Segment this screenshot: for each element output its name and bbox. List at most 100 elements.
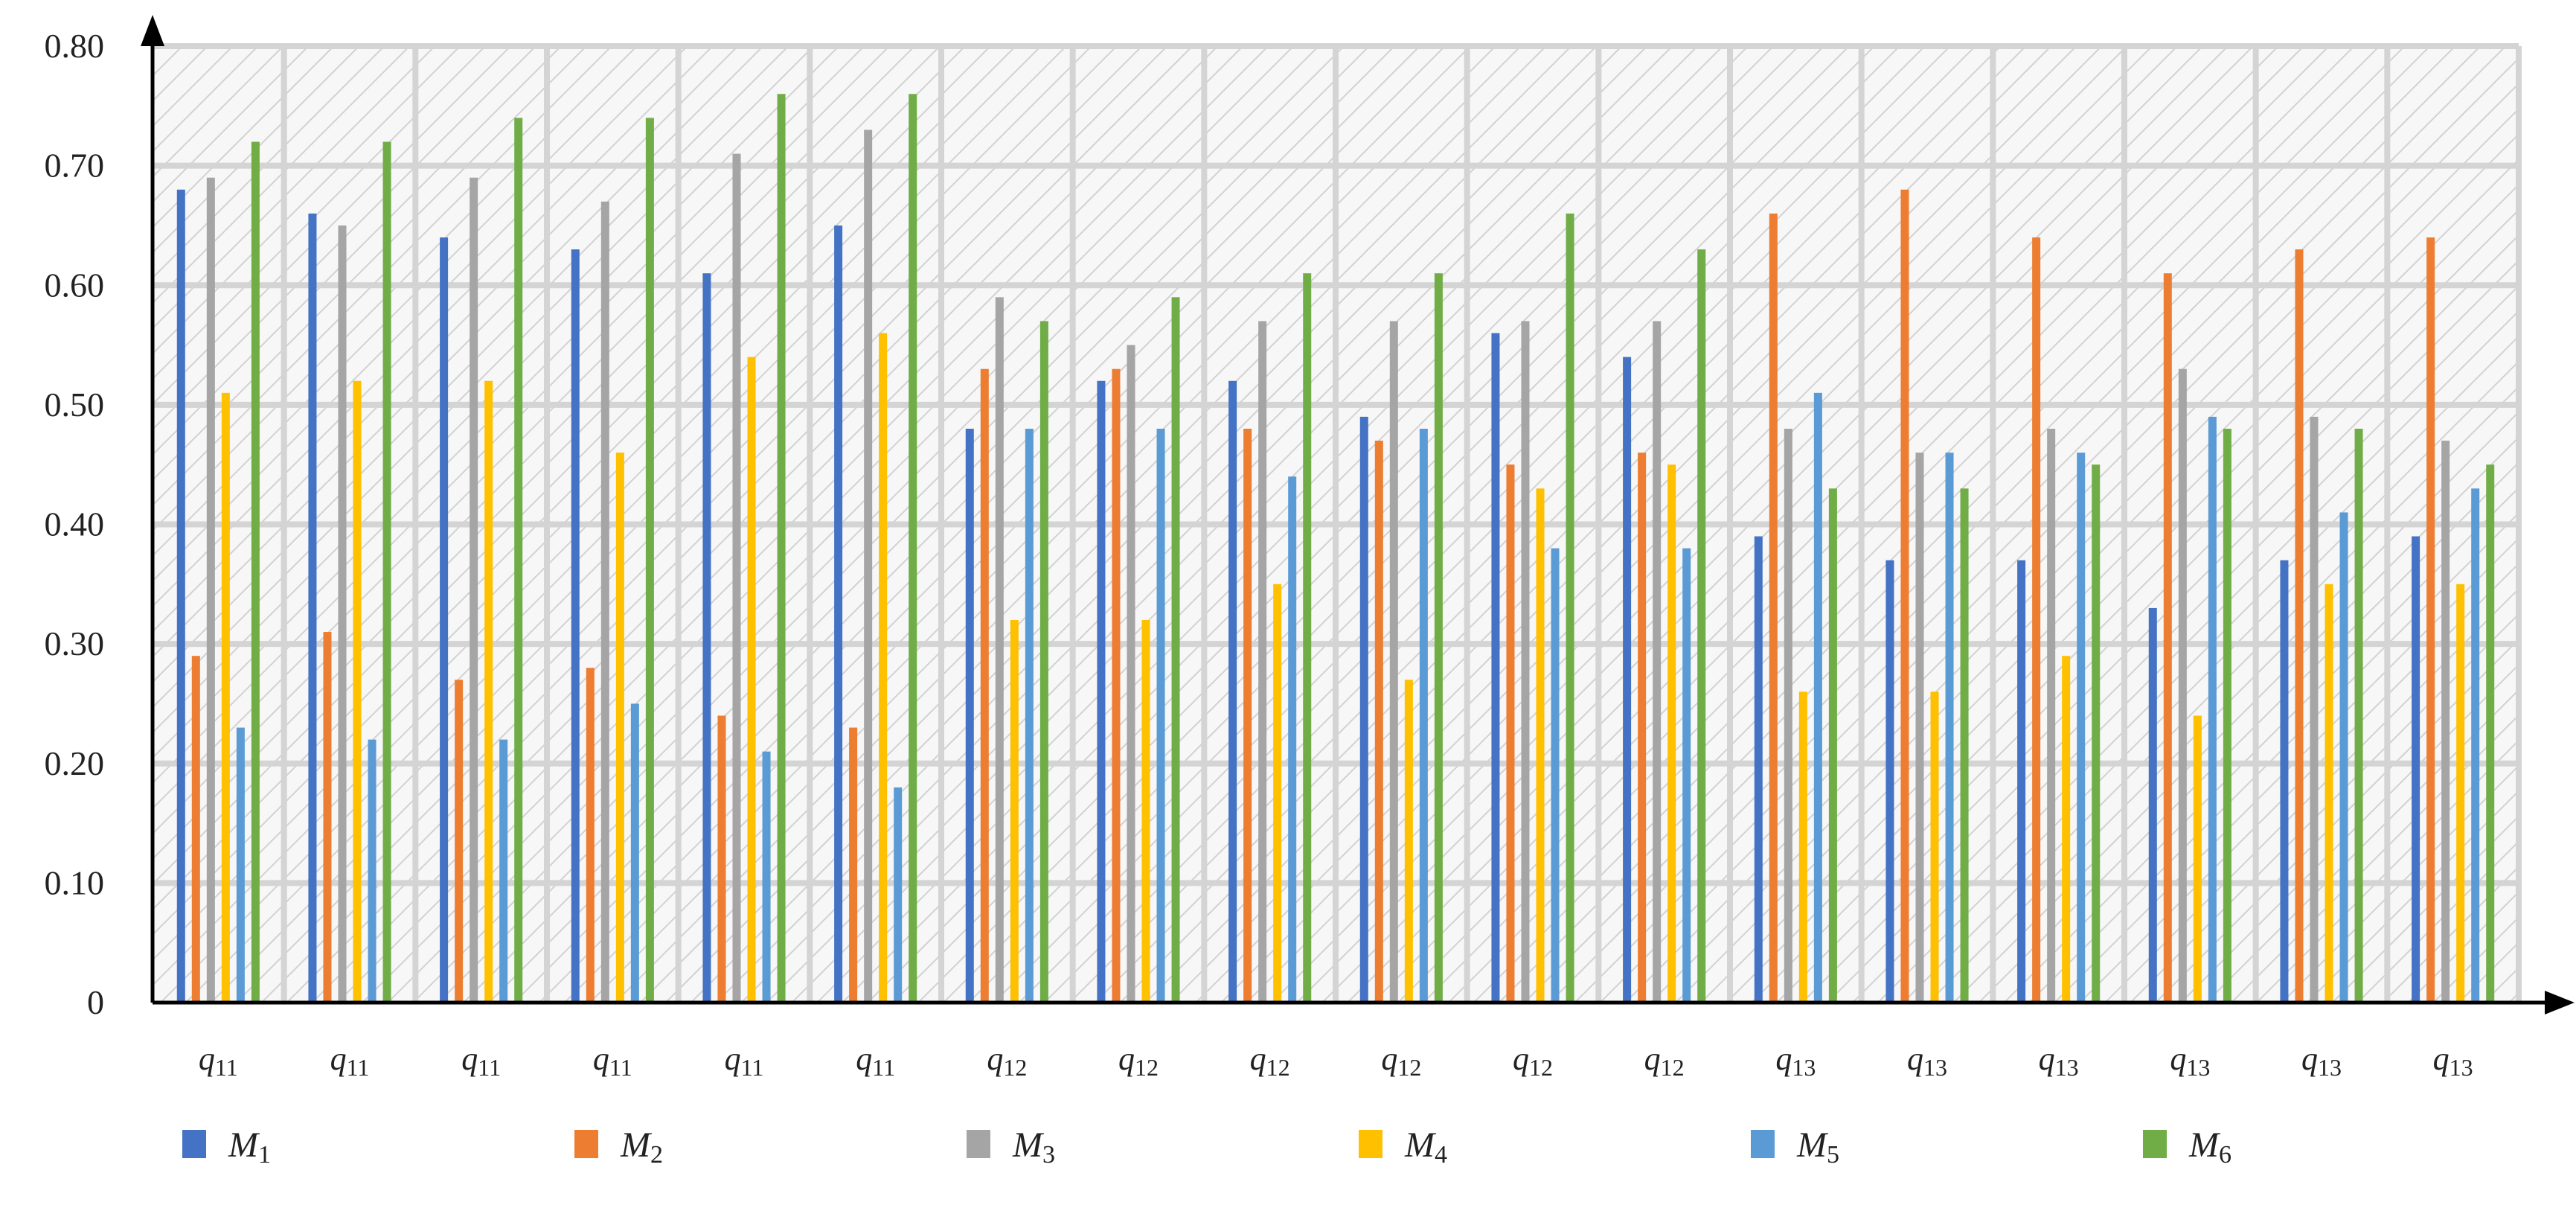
legend-swatch <box>574 1130 598 1158</box>
bar <box>1434 273 1443 1003</box>
bar <box>1915 453 1924 1003</box>
bar <box>1506 464 1515 1003</box>
bar <box>777 94 786 1003</box>
bar <box>368 739 377 1003</box>
legend-label: M5 <box>1796 1125 1839 1169</box>
x-tick-label: q13 <box>2170 1041 2210 1081</box>
legend: M1 M2 M3 M4 M5 M6 <box>182 1125 2231 1169</box>
y-tick-label: 0.50 <box>45 386 105 424</box>
bar <box>1025 429 1034 1003</box>
bar <box>1156 429 1165 1003</box>
bar <box>2456 584 2465 1003</box>
bar <box>980 368 989 1003</box>
bar <box>1566 213 1574 1003</box>
x-tick-label: q11 <box>725 1041 764 1081</box>
bar <box>586 668 595 1003</box>
bar <box>221 392 230 1003</box>
bar <box>2208 416 2217 1003</box>
bar <box>1828 488 1837 1003</box>
bar <box>2032 237 2041 1003</box>
bar <box>251 141 260 1003</box>
bar <box>1228 380 1237 1003</box>
bar <box>440 237 449 1003</box>
y-tick-label: 0.60 <box>45 266 105 304</box>
bar <box>323 632 332 1003</box>
bar <box>1491 333 1500 1003</box>
x-tick-label: q12 <box>1381 1041 1421 1081</box>
y-tick-label: 0.10 <box>45 863 105 901</box>
bar <box>2325 584 2333 1003</box>
axes <box>141 15 2575 1015</box>
bar <box>995 297 1004 1003</box>
bar <box>717 715 726 1003</box>
bar <box>1404 680 1413 1003</box>
bar <box>2310 416 2319 1003</box>
bar <box>2426 237 2435 1003</box>
bar <box>1521 321 1530 1003</box>
x-tick-label: q13 <box>1775 1041 1816 1081</box>
x-tick-label: q11 <box>593 1041 632 1081</box>
bar <box>1769 213 1778 1003</box>
x-axis-ticks: q11 q11 q11 q11 q11 q11 q12 q12 q12 q12 q12 q12 q13 q… <box>199 1041 2473 1081</box>
bar <box>894 787 903 1003</box>
bar <box>1960 488 1969 1003</box>
bar <box>834 225 843 1003</box>
bar <box>849 727 858 1003</box>
bar <box>353 380 362 1003</box>
bar <box>1638 453 1647 1003</box>
bar <box>2471 488 2480 1003</box>
bar <box>455 680 464 1003</box>
bar <box>1303 273 1312 1003</box>
bar <box>1141 620 1150 1003</box>
bar <box>1798 691 1807 1003</box>
y-axis-ticks: 0 0.10 0.20 0.30 0.40 0.50 0.60 0.70 0.80 <box>45 27 105 1021</box>
bar <box>1754 536 1763 1003</box>
grid-lines <box>153 43 2522 1003</box>
x-tick-label: q13 <box>1907 1041 1947 1081</box>
bar <box>499 739 508 1003</box>
bar <box>1273 584 1282 1003</box>
bar <box>1653 321 1662 1003</box>
bar <box>1097 380 1106 1003</box>
bar <box>2193 715 2202 1003</box>
bar <box>630 703 639 1003</box>
bar <box>176 189 185 1003</box>
bar <box>2148 607 2157 1003</box>
bar <box>1243 429 1252 1003</box>
legend-label: M2 <box>620 1125 663 1169</box>
bar <box>1813 392 1822 1003</box>
bar <box>645 118 654 1003</box>
bar <box>702 273 711 1003</box>
bar <box>470 177 478 1003</box>
bar <box>2354 429 2363 1003</box>
y-axis-arrow <box>141 15 164 46</box>
x-tick-label: q11 <box>461 1041 501 1081</box>
bars <box>176 94 2495 1003</box>
x-tick-label: q13 <box>2039 1041 2079 1081</box>
bar <box>236 727 245 1003</box>
bar <box>2077 453 2086 1003</box>
bar <box>2017 560 2026 1003</box>
bar <box>2178 368 2187 1003</box>
x-tick-label: q11 <box>856 1041 895 1081</box>
legend-label: M6 <box>2188 1125 2231 1169</box>
bar <box>191 656 200 1003</box>
y-tick-label: 0.30 <box>45 624 105 662</box>
bar <box>1697 249 1706 1003</box>
bar <box>600 201 609 1003</box>
legend-swatch <box>967 1130 990 1158</box>
bar <box>2486 464 2495 1003</box>
bar <box>732 153 741 1003</box>
y-tick-label: 0.80 <box>45 27 105 65</box>
bar <box>382 141 391 1003</box>
bar <box>1171 297 1180 1003</box>
bar <box>1900 189 1909 1003</box>
bar <box>484 380 493 1003</box>
bar <box>1288 476 1297 1003</box>
bar <box>2339 512 2348 1003</box>
bar <box>308 213 317 1003</box>
legend-swatch <box>182 1130 206 1158</box>
bar <box>571 249 580 1003</box>
